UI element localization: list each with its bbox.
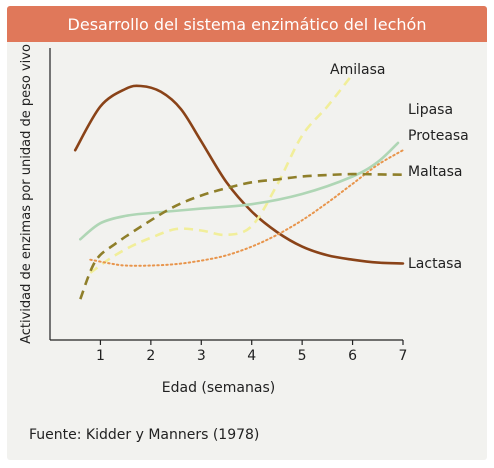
x-tick-label: 3	[197, 348, 206, 364]
x-tick-label: 7	[399, 348, 408, 364]
series-lines	[73, 73, 405, 300]
y-axis-label: Actividad de enzimas por unidad de peso …	[19, 44, 34, 344]
x-tick-label: 5	[298, 348, 307, 364]
series-label-amilasa: Amilasa	[330, 62, 385, 78]
series-labels: Lactasa Amilasa Lipasa Proteasa Maltasa	[330, 62, 469, 272]
series-line-amilasa	[89, 73, 354, 274]
x-tick-label: 1	[96, 348, 105, 364]
chart-svg: 1 2 3 4 5 6 7 Edad (semanas) Actividad de enzima…	[19, 44, 469, 396]
series-label-lactasa: Lactasa	[408, 256, 462, 272]
series-line-lipasa	[79, 141, 400, 241]
series-line-maltasa	[79, 172, 404, 300]
chart-card: Desarrollo del sistema enzimático del le…	[7, 6, 487, 460]
source-note: Fuente: Kidder y Manners (1978)	[29, 427, 260, 443]
series-line-proteasa	[89, 149, 404, 267]
series-label-maltasa: Maltasa	[408, 164, 463, 180]
x-tick-label: 2	[146, 348, 155, 364]
x-tick-label: 4	[247, 348, 256, 364]
chart-title: Desarrollo del sistema enzimático del le…	[7, 6, 487, 42]
chart-axes: 1 2 3 4 5 6 7 Edad (semanas) Actividad de enzima…	[19, 44, 407, 396]
series-label-lipasa: Lipasa	[408, 102, 453, 118]
x-axis-label: Edad (semanas)	[162, 380, 275, 396]
series-line-lactasa	[73, 84, 405, 265]
series-label-proteasa: Proteasa	[408, 128, 469, 144]
x-tick-label: 6	[348, 348, 357, 364]
